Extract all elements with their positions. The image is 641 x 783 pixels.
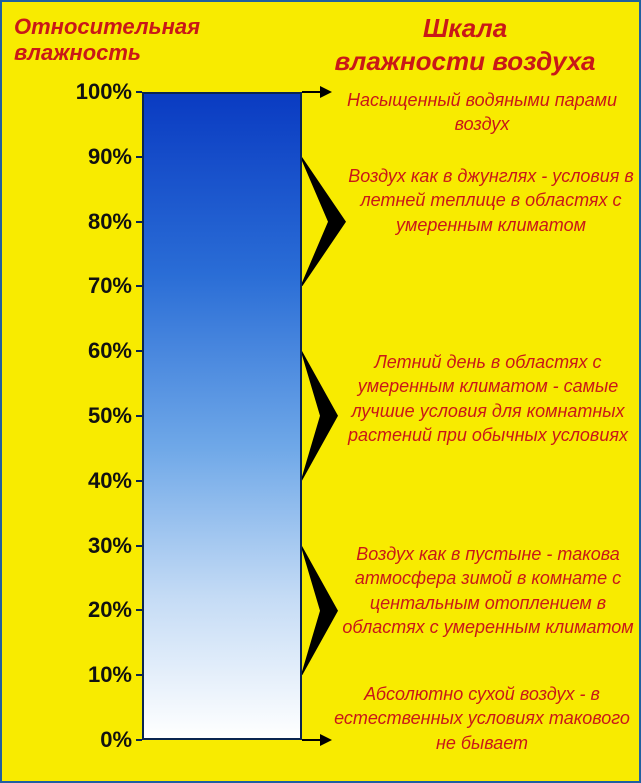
tick-label: 50% [62, 403, 132, 429]
tick-label: 10% [62, 662, 132, 688]
tick-label: 0% [62, 727, 132, 753]
left-title-line1: Относительная [14, 14, 200, 39]
tick-label: 30% [62, 533, 132, 559]
right-title-line1: Шкала [423, 13, 507, 43]
humidity-description: Летний день в областях с умеренным клима… [338, 350, 638, 447]
tick-mark [136, 739, 142, 741]
left-title-line2: влажность [14, 40, 141, 65]
tick-label: 90% [62, 144, 132, 170]
tick-mark [136, 480, 142, 482]
humidity-description: Абсолютно сухой воздух - в естественных … [332, 682, 632, 755]
tick-mark [136, 91, 142, 93]
tick-label: 70% [62, 273, 132, 299]
tick-label: 80% [62, 209, 132, 235]
tick-mark [136, 221, 142, 223]
tick-mark [136, 156, 142, 158]
tick-label: 60% [62, 338, 132, 364]
arrow-line-icon [302, 84, 334, 100]
humidity-description: Воздух как в джунглях - условия в летней… [346, 164, 636, 237]
tick-mark [136, 674, 142, 676]
left-title: Относительная влажность [14, 14, 200, 67]
arrow-line-icon [302, 732, 334, 748]
right-title-line2: влажности воздуха [334, 46, 595, 76]
humidity-gradient-bar [142, 92, 302, 740]
tick-label: 20% [62, 597, 132, 623]
humidity-scale-diagram: Относительная влажность Шкала влажности … [0, 0, 641, 783]
tick-mark [136, 545, 142, 547]
bracket-arrow-icon [302, 546, 340, 676]
bracket-arrow-icon [302, 157, 348, 287]
right-title: Шкала влажности воздуха [315, 12, 615, 77]
tick-label: 40% [62, 468, 132, 494]
tick-label: 100% [62, 79, 132, 105]
humidity-description: Воздух как в пустыне - такова атмосфера … [338, 542, 638, 639]
tick-mark [136, 609, 142, 611]
humidity-description: Насыщенный водяными парами воздух [332, 88, 632, 137]
tick-mark [136, 415, 142, 417]
bracket-arrow-icon [302, 351, 340, 481]
tick-mark [136, 285, 142, 287]
tick-mark [136, 350, 142, 352]
